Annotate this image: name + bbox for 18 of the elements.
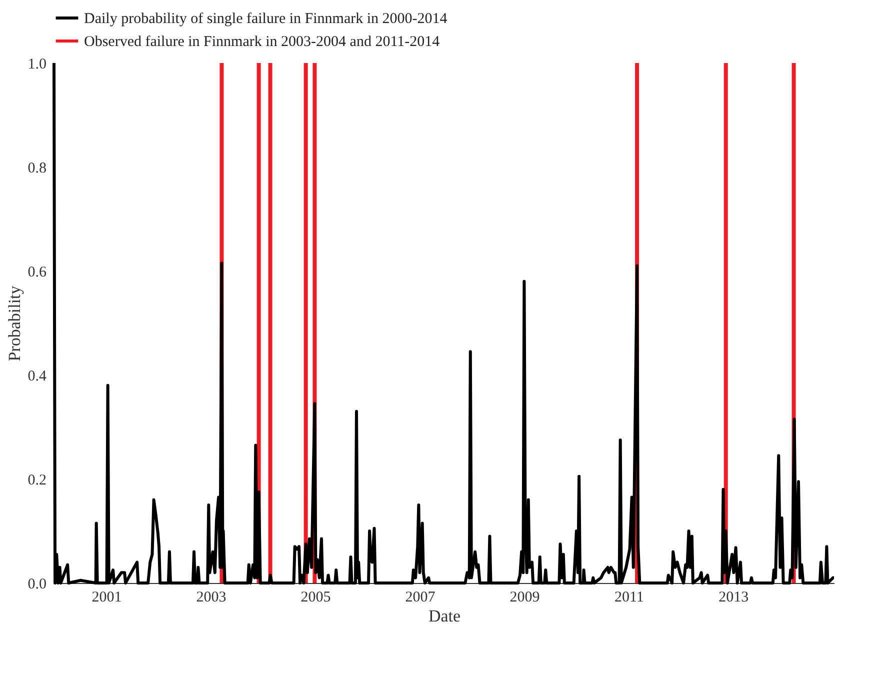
legend-label: Observed failure in Finnmark in 2003-2004 and 2011-2014 (84, 34, 440, 50)
x-tick-label: 2013 (718, 590, 749, 606)
x-tick-label: 2003 (196, 590, 226, 606)
x-tick-label: 2011 (614, 590, 644, 606)
y-tick-label: 0.6 (28, 264, 47, 280)
x-tick-label: 2009 (510, 590, 540, 606)
y-tick-label: 0.2 (28, 472, 46, 488)
y-tick-label: 1.0 (28, 56, 46, 72)
y-tick-label: 0.8 (28, 160, 46, 176)
x-tick-label: 2007 (405, 590, 436, 606)
line-series (52, 62, 836, 584)
y-tick-label: 0.0 (28, 576, 46, 592)
x-tick-label: 2001 (92, 590, 122, 606)
x-axis-title: Date (428, 606, 461, 626)
y-tick-label: 0.4 (28, 368, 47, 384)
x-tick-label: 2005 (300, 590, 331, 606)
y-axis-title: Probability (4, 285, 24, 362)
legend-label: Daily probability of single failure in Finnmark in 2000-2014 (84, 11, 448, 27)
